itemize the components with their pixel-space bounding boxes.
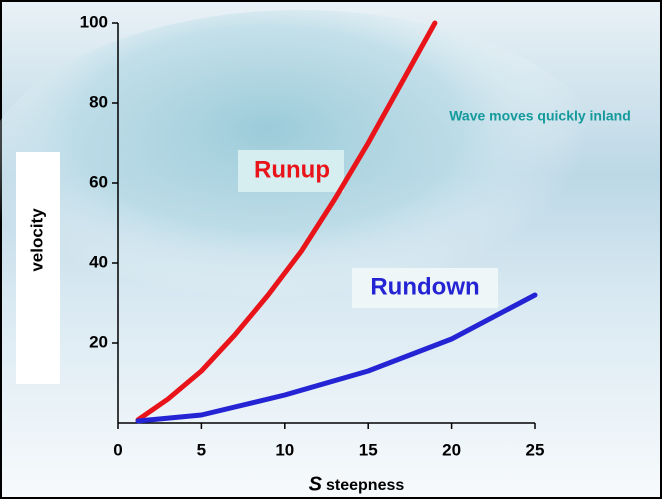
page: {"chart_data": {"type": "line", "xlabel_…	[0, 0, 662, 499]
x-axis-symbol: S	[309, 473, 323, 495]
series-label: Rundown	[370, 273, 479, 300]
annotation: Wave moves quickly inland	[449, 108, 631, 124]
x-tick-label: 25	[526, 440, 545, 459]
x-tick-label: 20	[442, 440, 461, 459]
y-axis-label: velocity	[27, 208, 46, 272]
series-label: Runup	[254, 156, 330, 183]
chart: velocity Wave moves quickly inland S ste…	[0, 0, 662, 499]
x-axis-label: steepness	[326, 477, 404, 494]
y-tick-label: 100	[80, 12, 108, 31]
x-tick-label: 10	[275, 440, 294, 459]
y-tick-label: 80	[89, 92, 108, 111]
y-tick-label: 20	[89, 332, 108, 351]
y-tick-label: 40	[89, 252, 108, 271]
x-tick-label: 15	[359, 440, 378, 459]
x-tick-label: 0	[113, 440, 122, 459]
y-tick-label: 60	[89, 172, 108, 191]
x-tick-label: 5	[197, 440, 206, 459]
